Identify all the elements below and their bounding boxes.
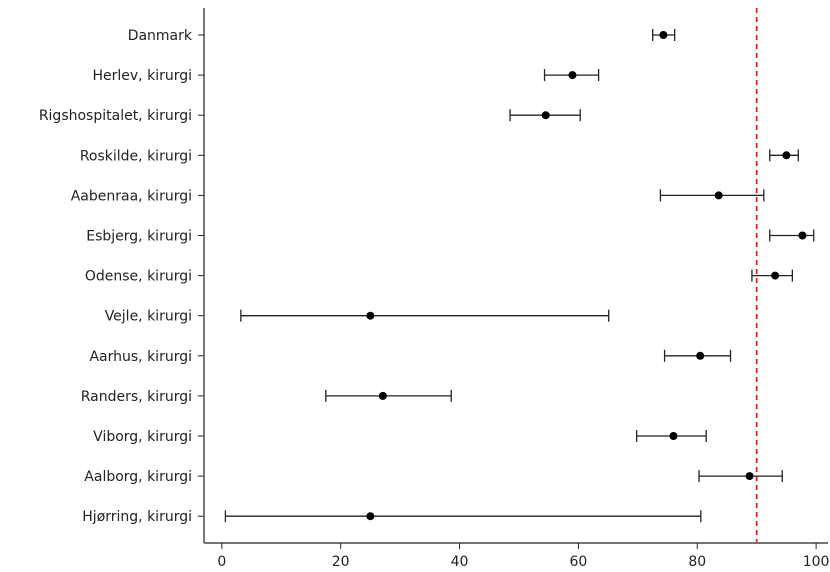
x-tick-label: 0 xyxy=(217,554,226,570)
category-label: Aalborg, kirurgi xyxy=(84,469,192,485)
category-label: Aarhus, kirurgi xyxy=(89,349,192,365)
x-tick-label: 40 xyxy=(451,554,469,570)
x-tick-label: 80 xyxy=(688,554,706,570)
category-label: Herlev, kirurgi xyxy=(93,68,193,84)
category-label: Danmark xyxy=(128,28,193,44)
data-point xyxy=(669,432,678,440)
data-point xyxy=(378,391,387,400)
category-label: Aabenraa, kirurgi xyxy=(71,188,192,204)
x-tick-label: 60 xyxy=(569,554,587,570)
category-label: Esbjerg, kirurgi xyxy=(86,229,192,245)
data-point xyxy=(568,71,577,80)
category-label: Rigshospitalet, kirurgi xyxy=(39,108,192,124)
category-label: Roskilde, kirurgi xyxy=(80,148,192,164)
data-point xyxy=(771,271,780,280)
x-tick-label: 100 xyxy=(803,554,830,570)
data-point xyxy=(696,351,705,360)
category-label: Odense, kirurgi xyxy=(85,269,192,285)
category-label: Viborg, kirurgi xyxy=(93,429,192,445)
data-point xyxy=(782,151,791,160)
data-point xyxy=(798,231,807,240)
x-tick-label: 20 xyxy=(332,554,350,570)
category-label: Hjørring, kirurgi xyxy=(82,509,192,525)
data-point xyxy=(714,191,723,200)
data-point xyxy=(366,311,375,320)
data-point xyxy=(745,472,754,481)
data-point xyxy=(659,31,668,39)
data-point xyxy=(366,512,375,521)
plot-area: 0 20 40 60 80 100 Danmark Herlev, kirurgi Rigsho… xyxy=(39,8,830,570)
category-label: Randers, kirurgi xyxy=(81,389,192,405)
data-point xyxy=(541,111,550,120)
category-label: Vejle, kirurgi xyxy=(105,309,192,325)
